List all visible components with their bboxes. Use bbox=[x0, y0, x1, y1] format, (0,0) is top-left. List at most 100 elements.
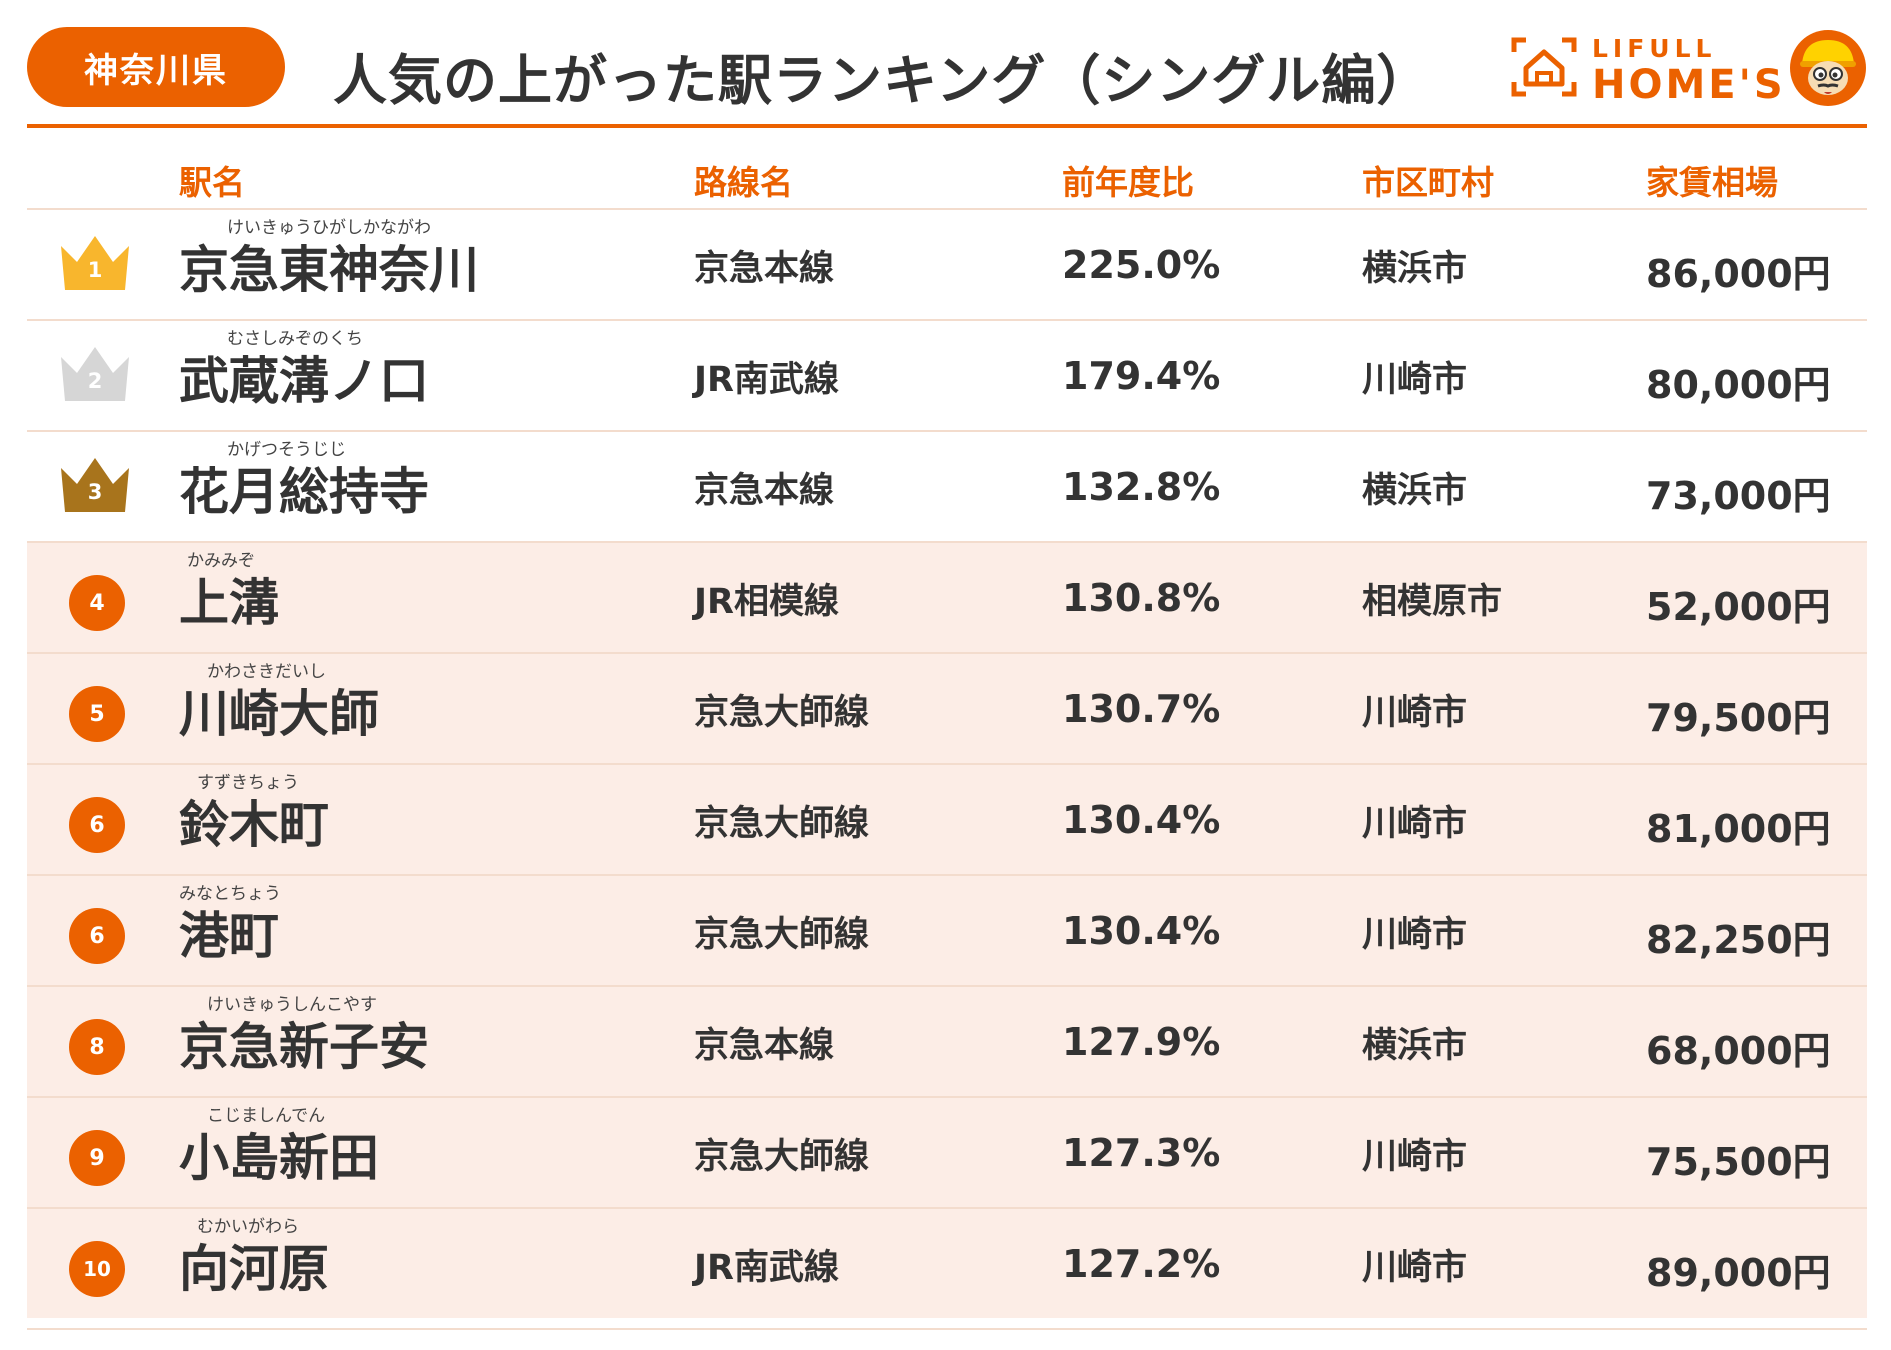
city-name: 横浜市 bbox=[1362, 249, 1468, 289]
rent-value: 75,500円 bbox=[1646, 1140, 1831, 1184]
rank-badge: 5 bbox=[69, 686, 125, 742]
table-row: 5 かわさきだいし 川崎大師 京急大師線 130.7% 川崎市 79,500円 bbox=[27, 652, 1867, 763]
line-name: JR南武線 bbox=[694, 360, 839, 400]
rank-badge: 6 bbox=[69, 797, 125, 853]
ranking-table: 1 けいきゅうひがしかながわ 京急東神奈川 京急本線 225.0% 横浜市 86… bbox=[27, 208, 1867, 1318]
city-name: 川崎市 bbox=[1362, 1248, 1468, 1288]
prefecture-badge: 神奈川県 bbox=[27, 27, 285, 107]
rank-number: 2 bbox=[87, 369, 103, 393]
line-name: 京急大師線 bbox=[694, 1137, 870, 1177]
city-name: 横浜市 bbox=[1362, 471, 1468, 511]
column-header-station: 駅名 bbox=[179, 163, 245, 202]
ratio-value: 127.9% bbox=[1062, 1020, 1221, 1064]
ratio-value: 130.4% bbox=[1062, 909, 1221, 953]
line-name: JR相模線 bbox=[694, 582, 839, 622]
rank-badge: 9 bbox=[69, 1130, 125, 1186]
logo-sub-text: LIFULL bbox=[1592, 34, 1717, 63]
rank-badge: 8 bbox=[69, 1019, 125, 1075]
logo-main-text: HOME'S bbox=[1592, 62, 1786, 108]
station-ruby: むさしみぞのくち bbox=[227, 329, 363, 349]
line-name: 京急大師線 bbox=[694, 693, 870, 733]
column-header-rent: 家賃相場 bbox=[1646, 163, 1778, 202]
rank-number: 1 bbox=[87, 258, 103, 282]
station-name: 花月総持寺 bbox=[179, 463, 429, 521]
station-ruby: かげつそうじじ bbox=[227, 440, 346, 460]
rank-badge: 6 bbox=[69, 908, 125, 964]
station-name: 武蔵溝ノ口 bbox=[179, 352, 429, 410]
table-row: 3 かげつそうじじ 花月総持寺 京急本線 132.8% 横浜市 73,000円 bbox=[27, 430, 1867, 541]
table-row: 9 こじましんでん 小島新田 京急大師線 127.3% 川崎市 75,500円 bbox=[27, 1096, 1867, 1207]
city-name: 横浜市 bbox=[1362, 1026, 1468, 1066]
table-row: 6 すずきちょう 鈴木町 京急大師線 130.4% 川崎市 81,000円 bbox=[27, 763, 1867, 874]
station-name-block: むかいがわら 向河原 bbox=[179, 1215, 329, 1299]
gold-crown-icon bbox=[61, 236, 129, 290]
table-row: 1 けいきゅうひがしかながわ 京急東神奈川 京急本線 225.0% 横浜市 86… bbox=[27, 208, 1867, 319]
station-name: 京急東神奈川 bbox=[179, 241, 479, 299]
station-name-block: こじましんでん 小島新田 bbox=[179, 1104, 379, 1188]
station-ruby: こじましんでん bbox=[207, 1106, 326, 1126]
ratio-value: 127.3% bbox=[1062, 1131, 1221, 1175]
mascot-icon bbox=[1790, 30, 1866, 106]
station-name-block: かみみぞ 上溝 bbox=[179, 549, 279, 633]
ratio-value: 130.7% bbox=[1062, 687, 1221, 731]
station-ruby: むかいがわら bbox=[197, 1217, 299, 1237]
station-name: 上溝 bbox=[179, 574, 279, 632]
city-name: 川崎市 bbox=[1362, 693, 1468, 733]
ratio-value: 132.8% bbox=[1062, 465, 1221, 509]
column-header-city: 市区町村 bbox=[1362, 163, 1494, 202]
ratio-value: 179.4% bbox=[1062, 354, 1221, 398]
ratio-value: 130.8% bbox=[1062, 576, 1221, 620]
silver-crown-icon bbox=[61, 347, 129, 401]
table-row: 4 かみみぞ 上溝 JR相模線 130.8% 相模原市 52,000円 bbox=[27, 541, 1867, 652]
line-name: 京急大師線 bbox=[694, 804, 870, 844]
rent-value: 89,000円 bbox=[1646, 1251, 1831, 1295]
city-name: 川崎市 bbox=[1362, 804, 1468, 844]
rent-value: 82,250円 bbox=[1646, 918, 1831, 962]
station-name-block: けいきゅうしんこやす 京急新子安 bbox=[179, 993, 429, 1077]
table-row: 2 むさしみぞのくち 武蔵溝ノ口 JR南武線 179.4% 川崎市 80,000… bbox=[27, 319, 1867, 430]
station-name-block: すずきちょう 鈴木町 bbox=[179, 771, 329, 855]
line-name: 京急本線 bbox=[694, 1026, 835, 1066]
ratio-value: 127.2% bbox=[1062, 1242, 1221, 1286]
line-name: 京急大師線 bbox=[694, 915, 870, 955]
line-name: JR南武線 bbox=[694, 1248, 839, 1288]
station-ruby: けいきゅうしんこやす bbox=[207, 995, 377, 1015]
rent-value: 79,500円 bbox=[1646, 696, 1831, 740]
station-name-block: むさしみぞのくち 武蔵溝ノ口 bbox=[179, 327, 429, 411]
station-ruby: かわさきだいし bbox=[207, 662, 326, 682]
table-header: 駅名 路線名 前年度比 市区町村 家賃相場 bbox=[27, 148, 1867, 208]
header: 神奈川県 人気の上がった駅ランキング（シングル編） LIFULL HOME'S bbox=[0, 0, 1891, 130]
city-name: 川崎市 bbox=[1362, 915, 1468, 955]
rent-value: 68,000円 bbox=[1646, 1029, 1831, 1073]
station-name-block: けいきゅうひがしかながわ 京急東神奈川 bbox=[179, 216, 479, 300]
line-name: 京急本線 bbox=[694, 471, 835, 511]
city-name: 川崎市 bbox=[1362, 1137, 1468, 1177]
column-header-line: 路線名 bbox=[694, 163, 793, 202]
station-name: 港町 bbox=[179, 907, 279, 965]
rent-value: 80,000円 bbox=[1646, 363, 1831, 407]
station-name: 小島新田 bbox=[179, 1129, 379, 1187]
house-icon bbox=[1511, 37, 1577, 97]
header-divider bbox=[27, 124, 1867, 128]
station-ruby: けいきゅうひがしかながわ bbox=[227, 218, 431, 238]
station-name-block: かげつそうじじ 花月総持寺 bbox=[179, 438, 429, 522]
station-name: 鈴木町 bbox=[179, 796, 329, 854]
station-ruby: みなとちょう bbox=[179, 884, 281, 904]
table-row: 10 むかいがわら 向河原 JR南武線 127.2% 川崎市 89,000円 bbox=[27, 1207, 1867, 1318]
ratio-value: 130.4% bbox=[1062, 798, 1221, 842]
table-row: 6 みなとちょう 港町 京急大師線 130.4% 川崎市 82,250円 bbox=[27, 874, 1867, 985]
city-name: 川崎市 bbox=[1362, 360, 1468, 400]
station-name-block: みなとちょう 港町 bbox=[179, 882, 281, 966]
rent-value: 52,000円 bbox=[1646, 585, 1831, 629]
station-name-block: かわさきだいし 川崎大師 bbox=[179, 660, 379, 744]
station-name: 京急新子安 bbox=[179, 1018, 429, 1076]
bronze-crown-icon bbox=[61, 458, 129, 512]
table-bottom-divider bbox=[27, 1328, 1867, 1330]
station-ruby: かみみぞ bbox=[187, 551, 255, 571]
lifull-homes-logo: LIFULL HOME'S bbox=[1510, 28, 1870, 112]
rent-value: 73,000円 bbox=[1646, 474, 1831, 518]
rent-value: 81,000円 bbox=[1646, 807, 1831, 851]
page-title: 人気の上がった駅ランキング（シングル編） bbox=[333, 49, 1432, 112]
rent-value: 86,000円 bbox=[1646, 252, 1831, 296]
station-ruby: すずきちょう bbox=[197, 773, 299, 793]
